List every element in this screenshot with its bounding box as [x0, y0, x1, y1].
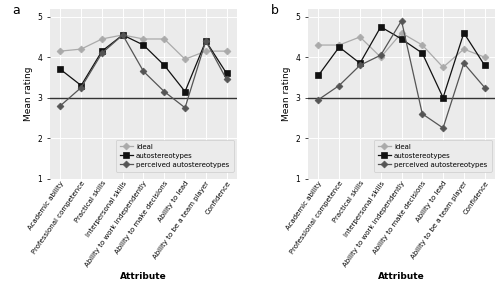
- Legend: ideal, autostereotypes, perceived autostereotypes: ideal, autostereotypes, perceived autost…: [116, 140, 234, 172]
- Y-axis label: Mean rating: Mean rating: [282, 66, 292, 121]
- Text: a: a: [12, 3, 20, 16]
- Text: b: b: [270, 3, 278, 16]
- X-axis label: Attribute: Attribute: [120, 272, 167, 281]
- X-axis label: Attribute: Attribute: [378, 272, 425, 281]
- Y-axis label: Mean rating: Mean rating: [24, 66, 34, 121]
- Legend: ideal, autostereotypes, perceived autostereotypes: ideal, autostereotypes, perceived autost…: [374, 140, 492, 172]
